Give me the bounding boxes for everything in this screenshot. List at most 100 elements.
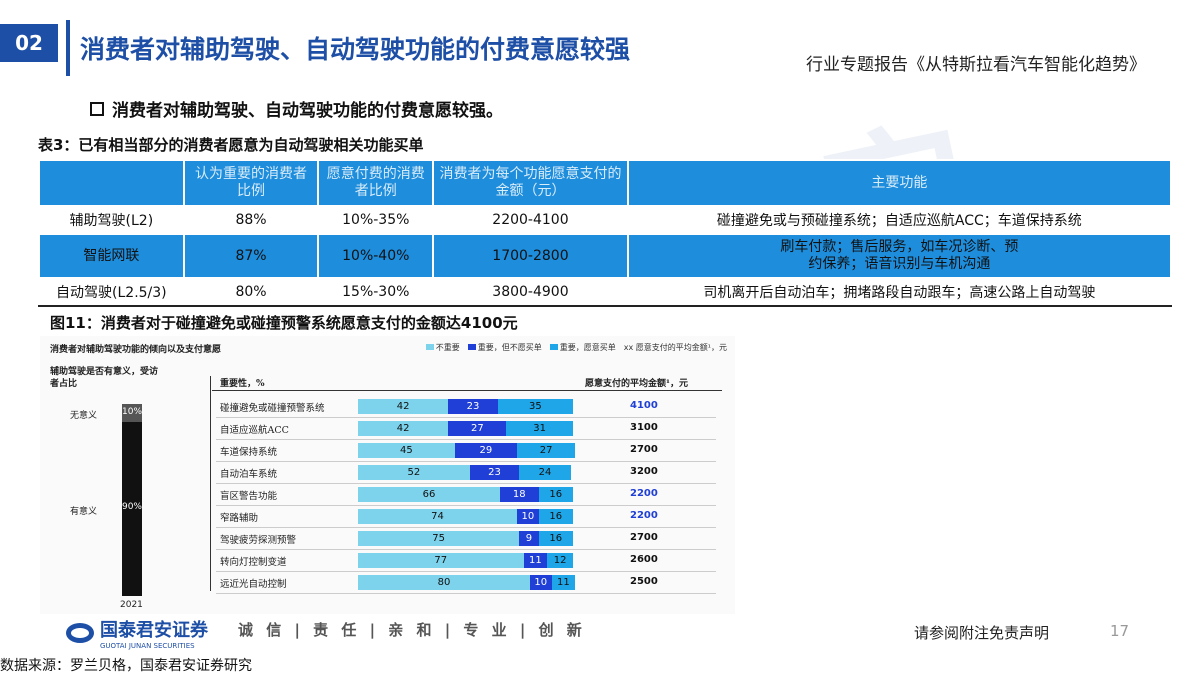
- bar-segment: 31: [506, 421, 573, 436]
- meaningful-label: 有意义: [70, 507, 98, 517]
- avg-payment-label: 4100: [630, 400, 658, 411]
- bullet-text: 消费者对辅助驾驶、自动驾驶功能的付费意愿较强。: [112, 101, 503, 121]
- bar-row: 45 29 27: [358, 442, 576, 459]
- table-cell: 87%: [182, 233, 320, 279]
- report-name: 行业专题报告《从特斯拉看汽车智能化趋势》: [806, 55, 1146, 75]
- bar-segment: 27: [517, 443, 576, 458]
- bar-segment: 45: [358, 443, 455, 458]
- table-header: 愿意付费的消费者比例: [317, 159, 435, 207]
- category-label: 碰撞避免或碰撞预警系统: [220, 403, 325, 414]
- section-number-badge: 02: [0, 24, 58, 62]
- bar-row: 66 18 16: [358, 486, 573, 503]
- bar-segment: 42: [358, 399, 449, 414]
- table-header: 主要功能: [626, 159, 1173, 207]
- row-divider: [216, 461, 716, 462]
- avg-payment-label: 3200: [630, 466, 658, 477]
- year-label: 2021: [120, 600, 143, 610]
- category-label: 车道保持系统: [220, 447, 278, 458]
- legend-label: xx 愿意支付的平均金额¹，元: [623, 343, 727, 352]
- table-cell: 10%-35%: [317, 205, 435, 235]
- table-cell: 80%: [182, 277, 320, 307]
- slogan: 诚 信 | 责 任 | 亲 和 | 专 业 | 创 新: [238, 621, 586, 639]
- logo-text-en: GUOTAI JUNAN SECURITIES: [100, 642, 195, 650]
- legend-label: 不重要: [435, 343, 460, 352]
- table-header: 认为重要的消费者比例: [182, 159, 320, 207]
- bar-segment: 23: [469, 465, 520, 480]
- avg-payment-label: 2200: [630, 488, 658, 499]
- page-number: 17: [1110, 622, 1130, 640]
- header-rule: [212, 390, 722, 391]
- meaningless-label: 无意义: [70, 411, 98, 421]
- bar-row: 77 11 12: [358, 552, 573, 569]
- avg-payment-label: 2200: [630, 510, 658, 521]
- category-label: 自适应巡航ACC: [220, 425, 289, 436]
- figure-11-chart: 消费者对辅助驾驶功能的倾向以及支付意愿 不重要 重要，但不愿买单 重要，愿意买单…: [40, 336, 735, 614]
- bar-segment: 29: [454, 443, 518, 458]
- bar-segment: 24: [519, 465, 571, 480]
- row-divider: [216, 505, 716, 506]
- avg-payment-label: 2600: [630, 554, 658, 565]
- table-cell: 15%-30%: [317, 277, 435, 307]
- payment-table: 认为重要的消费者比例 愿意付费的消费者比例 消费者为每个功能愿意支付的金额（元）…: [38, 159, 1173, 307]
- bar-segment: 16: [538, 531, 573, 546]
- logo-text-cn: 国泰君安证券: [100, 620, 208, 641]
- bar-segment: 66: [358, 487, 500, 502]
- meaningful-bar: [122, 422, 142, 596]
- bar-segment: 23: [448, 399, 498, 414]
- table-header: 消费者为每个功能愿意支付的金额（元）: [432, 159, 629, 207]
- legend-item: 重要，愿意买单: [549, 342, 616, 353]
- table-header-row: 认为重要的消费者比例 愿意付费的消费者比例 消费者为每个功能愿意支付的金额（元）…: [38, 159, 1173, 207]
- bar-segment: 16: [538, 487, 573, 502]
- bar-row: 42 27 31: [358, 420, 573, 437]
- table-row: 智能网联 87% 10%-40% 1700-2800 刷车付款；售后服务，如车况…: [38, 233, 1173, 279]
- avg-payment-label: 2700: [630, 532, 658, 543]
- figure-inner-title: 消费者对辅助驾驶功能的倾向以及支付意愿: [50, 345, 222, 355]
- row-divider: [216, 571, 716, 572]
- table-cell: 司机离开后自动泊车；拥堵路段自动跟车；高速公路上自动驾驶: [626, 277, 1173, 307]
- legend-label: 重要，但不愿买单: [477, 343, 542, 352]
- square-bullet-icon: [90, 101, 104, 116]
- bar-segment: 80: [358, 575, 530, 590]
- bar-segment: 52: [358, 465, 470, 480]
- bar-segment: 10: [530, 575, 552, 590]
- table-caption: 表3：已有相当部分的消费者愿意为自动驾驶相关功能买单: [38, 136, 424, 154]
- table-header: [38, 159, 185, 207]
- avg-payment-label: 2500: [630, 576, 658, 587]
- category-label: 驾驶疲劳探测预警: [220, 535, 297, 546]
- table-bottom-rule: [38, 305, 1172, 307]
- bullet-point: 消费者对辅助驾驶、自动驾驶功能的付费意愿较强。: [90, 96, 503, 121]
- legend-label: 重要，愿意买单: [559, 343, 616, 352]
- price-header: 愿意支付的平均金额¹，元: [585, 379, 688, 389]
- bar-segment: 16: [538, 509, 573, 524]
- bar-row: 52 23 24: [358, 464, 571, 481]
- bar-segment: 10: [517, 509, 539, 524]
- bar-segment: 12: [547, 553, 573, 568]
- category-label: 窄路辅助: [220, 513, 259, 524]
- table-cell: 10%-40%: [317, 233, 435, 279]
- bar-segment: 9: [519, 531, 539, 546]
- bar-row: 74 10 16: [358, 508, 573, 525]
- bar-segment: 75: [358, 531, 520, 546]
- row-divider: [216, 549, 716, 550]
- bar-segment: 42: [358, 421, 449, 436]
- row-divider: [216, 417, 716, 418]
- category-label: 自动泊车系统: [220, 469, 278, 480]
- axis-line: [210, 376, 211, 591]
- row-divider: [216, 439, 716, 440]
- bar-segment: 18: [499, 487, 539, 502]
- avg-payment-label: 3100: [630, 422, 658, 433]
- row-divider: [216, 483, 716, 484]
- table-cell: 辅助驾驶(L2): [38, 205, 185, 235]
- company-logo: 国泰君安证券 GUOTAI JUNAN SECURITIES: [66, 616, 208, 650]
- row-divider: [216, 593, 716, 594]
- row-divider: [216, 527, 716, 528]
- table-row: 自动驾驶(L2.5/3) 80% 15%-30% 3800-4900 司机离开后…: [38, 277, 1173, 307]
- bar-row: 80 10 11: [358, 574, 576, 591]
- table-cell: 88%: [182, 205, 320, 235]
- table-cell: 刷车付款；售后服务，如车况诊断、预约保养；语音识别与车机沟通: [626, 233, 1173, 279]
- bar-segment: 11: [551, 575, 576, 590]
- meaningful-pct: 90%: [121, 502, 142, 512]
- bar-segment: 74: [358, 509, 518, 524]
- table-cell: 智能网联: [38, 233, 185, 279]
- bar-segment: 35: [497, 399, 573, 414]
